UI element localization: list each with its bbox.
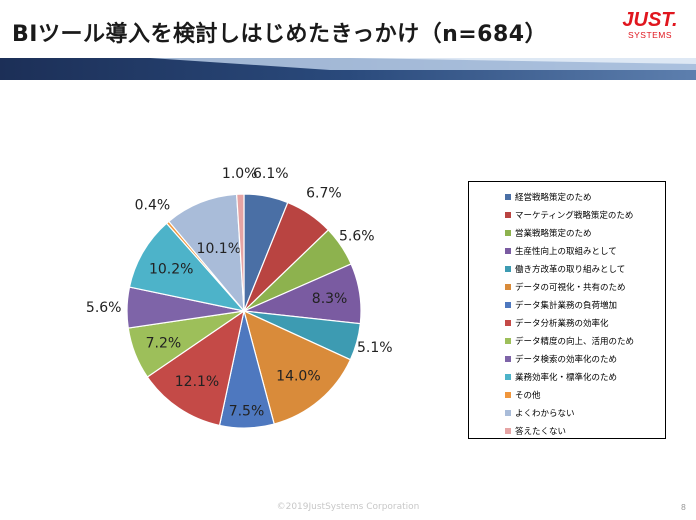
legend-swatch	[505, 338, 511, 344]
legend-swatch	[505, 194, 511, 200]
slice-value-label: 8.3%	[312, 291, 348, 307]
legend-item: データ検索の効率化のため	[469, 350, 665, 368]
legend-label: その他	[515, 391, 541, 401]
legend-item: マーケティング戦略策定のため	[469, 206, 665, 224]
legend-swatch	[505, 212, 511, 218]
legend-item: データの可視化・共有のため	[469, 278, 665, 296]
legend-label: データ精度の向上、活用のため	[515, 337, 635, 347]
legend-label: 働き方改革の取り組みとして	[515, 265, 626, 275]
justsystems-logo: JUST. SYSTEMS	[618, 10, 682, 40]
legend-swatch	[505, 392, 511, 398]
pie-slice	[167, 193, 245, 313]
slice-value-label: 10.2%	[149, 262, 193, 278]
logo-main-text: JUST.	[622, 9, 678, 31]
slice-value-label: 6.1%	[253, 166, 289, 182]
slice-value-label: 10.1%	[197, 241, 241, 257]
pie-slice	[243, 309, 352, 425]
legend-item: データ分析業務の効率化	[469, 314, 665, 332]
legend-swatch	[505, 302, 511, 308]
legend-item: 経営戦略策定のため	[469, 188, 665, 206]
legend-swatch	[505, 320, 511, 326]
page-number: 8	[680, 503, 686, 512]
legend-item: データ集計業務の負荷増加	[469, 296, 665, 314]
legend-swatch	[505, 356, 511, 362]
legend-swatch	[505, 374, 511, 380]
slice-value-label: 1.0%	[222, 166, 258, 182]
logo-sub-text: SYSTEMS	[627, 30, 673, 40]
legend-label: 営業戦略策定のため	[515, 229, 592, 239]
legend-item: 答えたくない	[469, 422, 665, 440]
legend-swatch	[505, 410, 511, 416]
slice-value-label: 14.0%	[276, 368, 320, 384]
header-banner	[0, 58, 696, 80]
legend-label: データ検索の効率化のため	[515, 355, 618, 365]
legend-label: よくわからない	[515, 409, 575, 419]
page-title: BIツール導入を検討しはじめたきっかけ（n=684）	[12, 22, 548, 47]
legend-label: 業務効率化・標準化のため	[515, 373, 618, 383]
slice-value-label: 6.7%	[306, 186, 342, 202]
legend-swatch	[505, 266, 511, 272]
footer-copyright: ©2019JustSystems Corporation	[276, 502, 420, 512]
slice-value-label: 5.1%	[357, 340, 393, 356]
legend-label: 答えたくない	[515, 427, 567, 437]
slice-value-label: 5.6%	[86, 300, 122, 316]
pie-slice	[128, 222, 246, 312]
legend-label: データ集計業務の負荷増加	[515, 301, 618, 311]
legend-item: よくわからない	[469, 404, 665, 422]
slice-value-label: 12.1%	[175, 374, 219, 390]
legend-item: その他	[469, 386, 665, 404]
legend-swatch	[505, 248, 511, 254]
slice-value-label: 0.4%	[135, 198, 171, 214]
legend-swatch	[505, 428, 511, 434]
legend-label: 生産性向上の取組みとして	[515, 247, 617, 257]
legend-label: マーケティング戦略策定のため	[515, 211, 634, 221]
slice-value-label: 7.5%	[229, 403, 265, 419]
legend-item: 生産性向上の取組みとして	[469, 242, 665, 260]
legend-item: 働き方改革の取り組みとして	[469, 260, 665, 278]
legend-item: データ精度の向上、活用のため	[469, 332, 665, 350]
chart-legend: 経営戦略策定のためマーケティング戦略策定のため 営業戦略策定のため生産性向上の取組…	[468, 181, 666, 439]
pie-slice	[236, 193, 245, 312]
legend-item: 業務効率化・標準化のため	[469, 368, 665, 386]
legend-label: データの可視化・共有のため	[515, 283, 626, 293]
slice-value-label: 7.2%	[146, 336, 182, 352]
legend-label: 経営戦略策定のため	[515, 193, 592, 203]
legend-label: データ分析業務の効率化	[515, 319, 609, 329]
legend-swatch	[505, 230, 511, 236]
slice-value-label: 5.6%	[339, 229, 375, 245]
legend-swatch	[505, 284, 511, 290]
legend-item: 営業戦略策定のため	[469, 224, 665, 242]
pie-slice	[146, 309, 245, 427]
